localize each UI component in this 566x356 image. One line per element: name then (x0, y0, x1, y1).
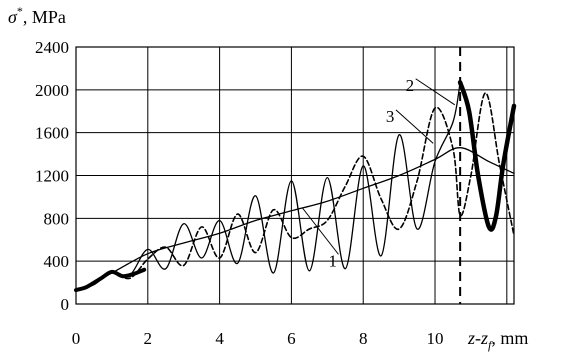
y-tick-label: 0 (61, 295, 70, 314)
y-axis-label-sup: * (17, 4, 23, 18)
x-tick-label: 8 (359, 329, 368, 348)
y-axis-label-unit: , MPa (23, 7, 66, 27)
grid (76, 46, 514, 304)
y-axis-label-symbol: σ (8, 7, 18, 27)
callout-label-1: 1 (328, 251, 337, 270)
series-thick-segment-1-line (74, 267, 147, 293)
x-axis-label-sub: f (488, 338, 493, 352)
y-tick-label: 2000 (35, 81, 69, 100)
y-tick-label: 400 (44, 252, 70, 271)
tick-labels: 0 400 800 1200 1600 2000 2400 0 2 4 6 8 10 (35, 38, 444, 348)
series-lines (74, 80, 517, 293)
y-tick-label: 1600 (35, 124, 69, 143)
x-axis-label-unit: , mm (491, 328, 528, 348)
series-1-line (75, 147, 515, 292)
x-tick-label: 10 (427, 329, 444, 348)
callout-leader-1 (301, 207, 339, 255)
y-tick-label: 800 (44, 209, 70, 228)
curve-callouts: 1 23 (301, 76, 456, 270)
y-axis-label: σ*, MPa (8, 4, 66, 27)
callout-label-2: 2 (406, 76, 415, 95)
y-tick-label: 1200 (35, 167, 69, 186)
x-axis-label-main: z-z (467, 328, 488, 348)
x-tick-label: 6 (287, 329, 296, 348)
callout-leader-2 (415, 78, 456, 106)
x-tick-label: 4 (215, 329, 224, 348)
x-tick-label: 0 (72, 329, 81, 348)
series-2-line (75, 81, 461, 291)
y-tick-label: 2400 (35, 38, 69, 57)
x-axis-label: z-zf, mm (467, 328, 528, 352)
axes (75, 46, 515, 305)
callout-label-3: 3 (386, 107, 395, 126)
x-tick-label: 2 (144, 329, 153, 348)
series-thick-segment-2-line (457, 80, 517, 232)
callout-leader-3 (395, 109, 434, 144)
plot-frame (75, 46, 515, 305)
series-3-line (75, 92, 515, 292)
